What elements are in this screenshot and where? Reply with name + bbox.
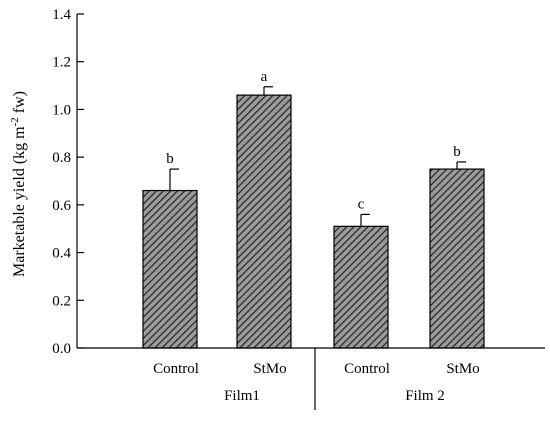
significance-label: b [166, 151, 174, 167]
x-group-label: Film 2 [405, 388, 445, 404]
bar-film1-control [142, 189, 198, 349]
x-category-label: StMo [446, 361, 479, 377]
bar-film-2-control [333, 225, 389, 349]
y-tick-label: 0.8 [52, 150, 71, 166]
y-tick-label: 0.4 [52, 246, 71, 262]
y-tick-label: 0.0 [52, 341, 71, 357]
y-tick-label: 0.2 [52, 293, 71, 309]
bar-film1-stmo [236, 94, 292, 349]
y-tick-label: 1.2 [52, 55, 71, 71]
y-tick-label: 0.6 [52, 198, 71, 214]
y-axis-title: Marketable yield (kg m-2 fw) [9, 91, 28, 277]
x-group-label: Film1 [224, 388, 260, 404]
y-tick-label: 1.4 [52, 7, 71, 23]
x-category-label: StMo [253, 361, 286, 377]
x-category-label: Control [344, 361, 390, 377]
significance-label: a [261, 69, 268, 85]
x-category-label: Control [153, 361, 199, 377]
bar-film-2-stmo [429, 168, 485, 349]
significance-label: c [358, 196, 365, 212]
significance-label: b [453, 144, 461, 160]
y-tick-label: 1.0 [52, 102, 71, 118]
